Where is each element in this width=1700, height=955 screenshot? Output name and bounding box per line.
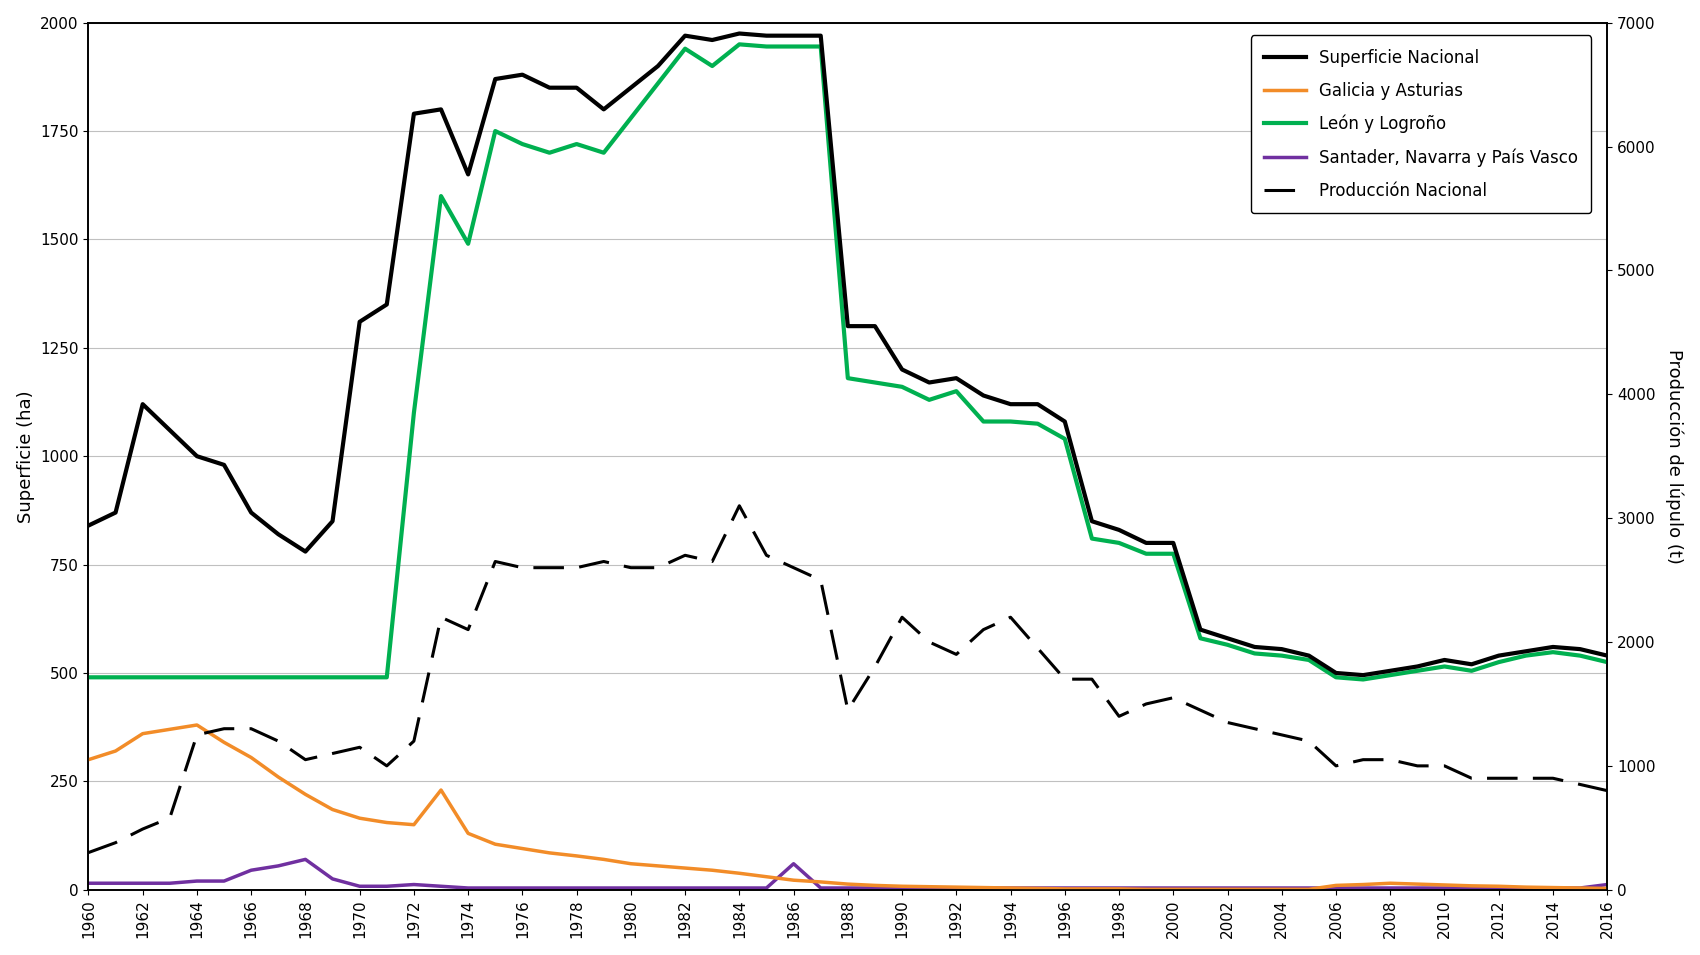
Galicia y Asturias: [1163, 883, 1183, 895]
Galicia y Asturias: [512, 843, 532, 855]
Galicia y Asturias: [1596, 882, 1617, 894]
Producción Nacional: [133, 823, 153, 835]
Producción Nacional: [160, 812, 180, 823]
Superficie Nacional: [160, 424, 180, 435]
Galicia y Asturias: [133, 728, 153, 739]
León y Logroño: [1353, 673, 1374, 685]
Galicia y Asturias: [756, 871, 777, 882]
Producción Nacional: [729, 500, 750, 512]
Producción Nacional: [1163, 692, 1183, 704]
León y Logroño: [160, 671, 180, 683]
León y Logroño: [133, 671, 153, 683]
Line: Producción Nacional: Producción Nacional: [88, 506, 1606, 853]
Galicia y Asturias: [1190, 883, 1210, 895]
Santader, Navarra y País Vasco: [457, 882, 478, 894]
Superficie Nacional: [1163, 537, 1183, 548]
Superficie Nacional: [756, 30, 777, 41]
Santader, Navarra y País Vasco: [160, 878, 180, 889]
Superficie Nacional: [78, 520, 99, 531]
León y Logroño: [78, 671, 99, 683]
Galicia y Asturias: [1136, 883, 1156, 895]
Superficie Nacional: [1596, 650, 1617, 662]
Line: Superficie Nacional: Superficie Nacional: [88, 33, 1606, 675]
Superficie Nacional: [1136, 537, 1156, 548]
Producción Nacional: [1596, 785, 1617, 796]
Superficie Nacional: [1353, 669, 1374, 681]
Superficie Nacional: [133, 398, 153, 410]
Santader, Navarra y País Vasco: [78, 878, 99, 889]
Galicia y Asturias: [78, 753, 99, 765]
León y Logroño: [1596, 656, 1617, 668]
León y Logroño: [729, 38, 750, 50]
Galicia y Asturias: [187, 719, 207, 731]
Superficie Nacional: [729, 28, 750, 39]
Santader, Navarra y País Vasco: [1163, 882, 1183, 894]
León y Logroño: [1136, 548, 1156, 560]
Producción Nacional: [756, 549, 777, 561]
Santader, Navarra y País Vasco: [296, 854, 316, 865]
Santader, Navarra y País Vasco: [1596, 879, 1617, 890]
Santader, Navarra y País Vasco: [539, 882, 559, 894]
Line: Galicia y Asturias: Galicia y Asturias: [88, 725, 1606, 889]
Y-axis label: Superficie (ha): Superficie (ha): [17, 390, 34, 522]
Producción Nacional: [484, 556, 505, 567]
Line: León y Logroño: León y Logroño: [88, 44, 1606, 679]
León y Logroño: [484, 125, 505, 137]
Producción Nacional: [1136, 698, 1156, 710]
León y Logroño: [756, 41, 777, 53]
Santader, Navarra y País Vasco: [133, 878, 153, 889]
Santader, Navarra y País Vasco: [784, 858, 804, 869]
Santader, Navarra y País Vasco: [1190, 882, 1210, 894]
Line: Santader, Navarra y País Vasco: Santader, Navarra y País Vasco: [88, 860, 1606, 888]
Galicia y Asturias: [160, 724, 180, 735]
Legend: Superficie Nacional, Galicia y Asturias, León y Logroño, Santader, Navarra y Paí: Superficie Nacional, Galicia y Asturias,…: [1251, 35, 1591, 213]
Y-axis label: Producción de lúpulo (t): Producción de lúpulo (t): [1664, 349, 1683, 563]
Superficie Nacional: [484, 74, 505, 85]
Producción Nacional: [78, 847, 99, 859]
León y Logroño: [1163, 548, 1183, 560]
